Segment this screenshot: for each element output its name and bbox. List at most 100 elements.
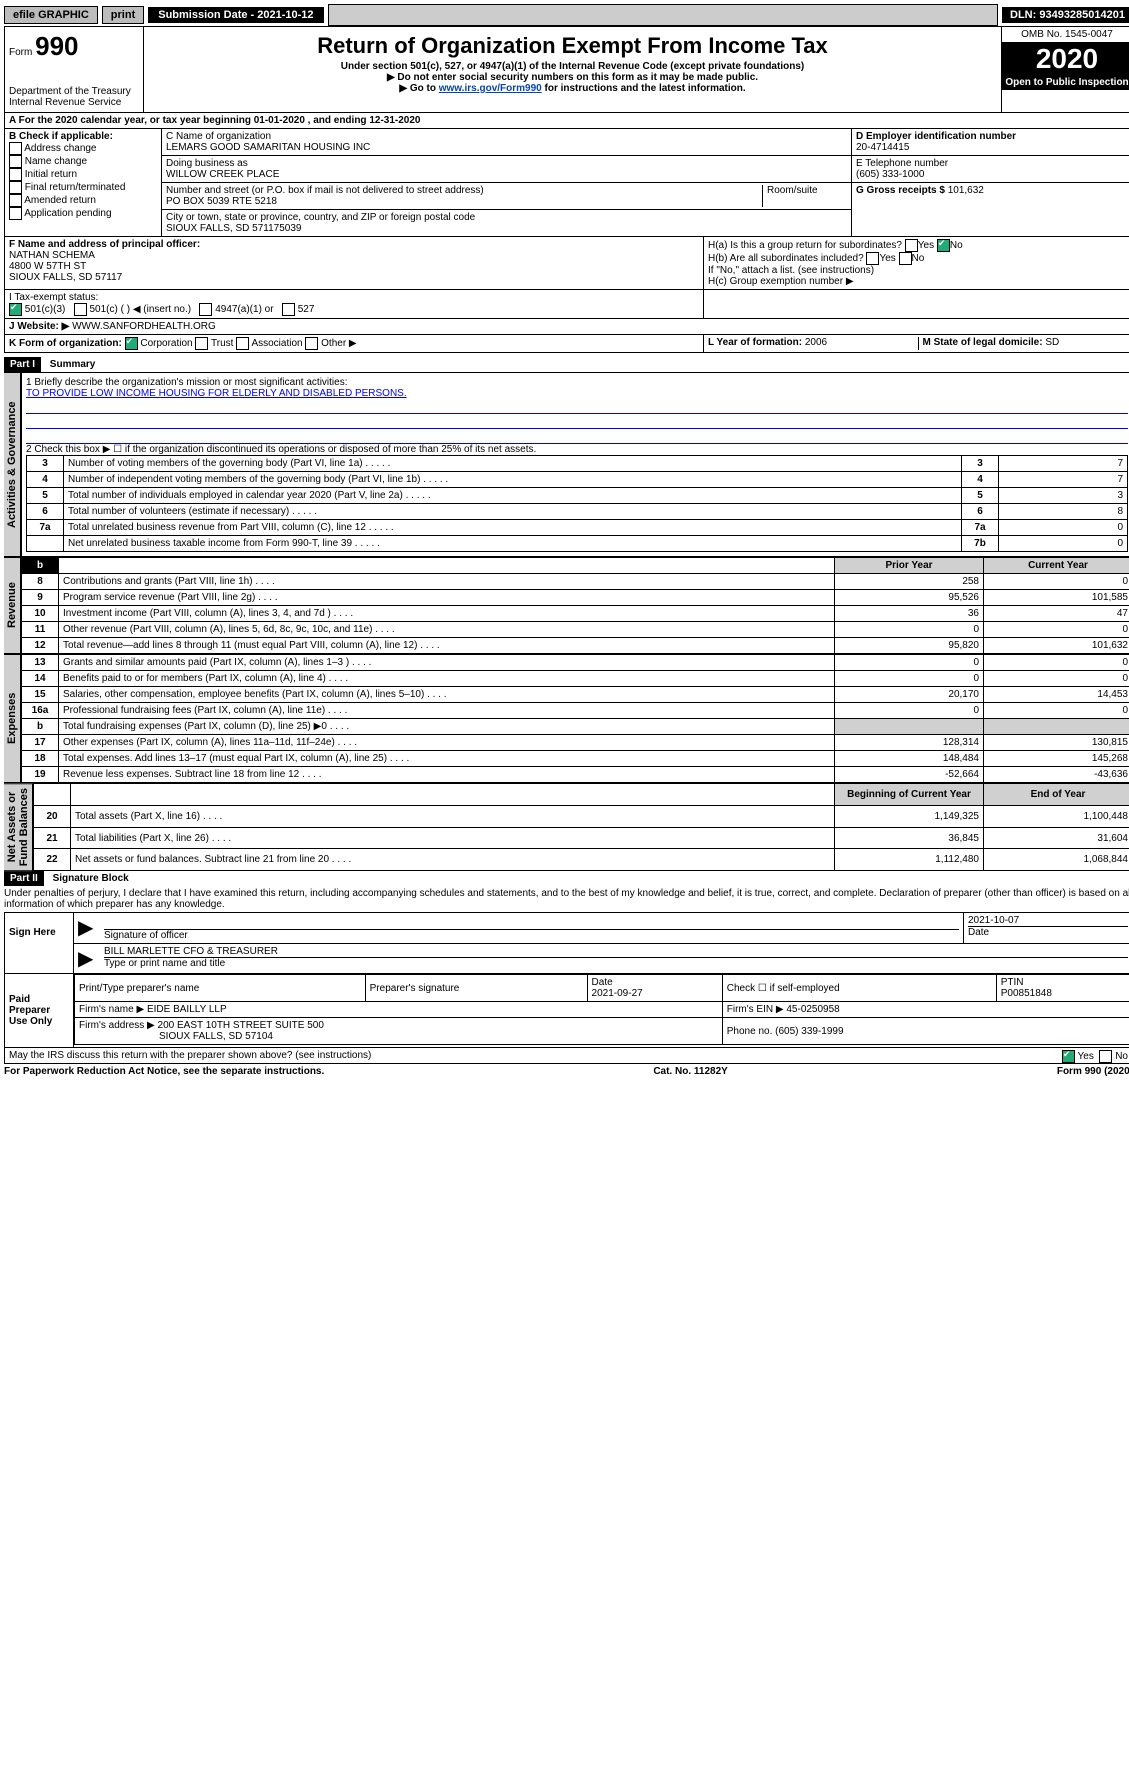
officer-group-block: F Name and address of principal officer:… (4, 237, 1129, 290)
hb-text: H(b) Are all subordinates included? (708, 253, 864, 264)
mission-blank-3 (26, 429, 1128, 444)
dln-label: DLN: 93493285014201 (1002, 7, 1129, 23)
print-button[interactable]: print (102, 6, 144, 24)
501c-text: 501(c) ( ) ◀ (insert no.) (89, 304, 191, 315)
form-title: Return of Organization Exempt From Incom… (148, 33, 997, 59)
net-table: Beginning of Current Year End of Year 20… (33, 783, 1129, 871)
instructions-link[interactable]: www.irs.gov/Form990 (439, 83, 542, 94)
firm-ein-label: Firm's EIN ▶ (727, 1004, 784, 1015)
firm-addr: 200 EAST 10TH STREET SUITE 500 (158, 1020, 324, 1031)
officer-addr1: 4800 W 57TH ST (9, 261, 699, 272)
box-b-option[interactable]: Amended return (9, 194, 157, 207)
discuss-no-checkbox[interactable] (1099, 1050, 1112, 1063)
table-row: 10Investment income (Part VIII, column (… (22, 606, 1129, 622)
box-b-title: B Check if applicable: (9, 131, 157, 142)
phone-value: (605) 333-1000 (856, 169, 1128, 180)
table-row: 7aTotal unrelated business revenue from … (27, 520, 1128, 536)
self-employed: Check ☐ if self-employed (722, 975, 996, 1002)
prep-date: 2021-09-27 (592, 988, 718, 999)
net-block: Net Assets or Fund Balances Beginning of… (4, 783, 1129, 871)
h-c: H(c) Group exemption number ▶ (708, 276, 1128, 287)
box-c: C Name of organization LEMARS GOOD SAMAR… (162, 129, 852, 236)
corp-checkbox[interactable] (125, 337, 138, 350)
table-row: 11Other revenue (Part VIII, column (A), … (22, 622, 1129, 638)
arrow-icon-2: ▶ (74, 944, 100, 973)
website-label: J Website: ▶ (9, 321, 69, 332)
box-d: D Employer identification number 20-4714… (852, 129, 1129, 236)
part1-badge: Part I (4, 357, 41, 372)
open-public: Open to Public Inspection (1002, 75, 1129, 90)
box-b: B Check if applicable: Address change Na… (5, 129, 162, 236)
paid-preparer-label: Paid Preparer Use Only (5, 974, 74, 1047)
form-ref: Form 990 (2020) (1057, 1066, 1129, 1077)
hb-no-checkbox[interactable] (899, 252, 912, 265)
officer-name: NATHAN SCHEMA (9, 250, 699, 261)
firm-phone: (605) 339-1999 (775, 1026, 843, 1037)
other-checkbox[interactable] (305, 337, 318, 350)
ha-no: No (950, 240, 963, 251)
ha-yes-checkbox[interactable] (905, 239, 918, 252)
assoc-checkbox[interactable] (236, 337, 249, 350)
goto-text: ▶ Go to (399, 83, 438, 94)
table-row: Net unrelated business taxable income fr… (27, 536, 1128, 552)
table-row: 5Total number of individuals employed in… (27, 488, 1128, 504)
prior-year-hdr: Prior Year (835, 558, 984, 574)
table-row: 20Total assets (Part X, line 16) . . . .… (34, 805, 1129, 827)
ssn-warning: ▶ Do not enter social security numbers o… (148, 72, 997, 83)
mission-blank-1 (26, 399, 1128, 414)
sign-here-block: Sign Here ▶ Signature of officer 2021-10… (4, 912, 1129, 974)
expenses-block: Expenses 13Grants and similar amounts pa… (4, 654, 1129, 783)
ha-yes: Yes (918, 240, 934, 251)
ha-text: H(a) Is this a group return for subordin… (708, 240, 902, 251)
box-b-option[interactable]: Final return/terminated (9, 181, 157, 194)
ein-value: 20-4714415 (856, 142, 1128, 153)
mission-text: TO PROVIDE LOW INCOME HOUSING FOR ELDERL… (26, 388, 1128, 399)
type-name-label: Type or print name and title (104, 958, 1128, 969)
spacer-bar (328, 4, 998, 26)
firm-addr-label: Firm's address ▶ (79, 1020, 155, 1031)
firm-name: EIDE BAILLY LLP (147, 1004, 227, 1015)
501c3-checkbox[interactable] (9, 303, 22, 316)
trust-checkbox[interactable] (195, 337, 208, 350)
table-row: 6Total number of volunteers (estimate if… (27, 504, 1128, 520)
h-b-note: If "No," attach a list. (see instruction… (708, 265, 1128, 276)
form-header: Form 990 Department of the Treasury Inte… (4, 26, 1129, 113)
other-text: Other ▶ (321, 338, 356, 349)
firm-city: SIOUX FALLS, SD 57104 (79, 1031, 273, 1042)
table-row: 4Number of independent voting members of… (27, 472, 1128, 488)
501c-checkbox[interactable] (74, 303, 87, 316)
box-b-option[interactable]: Name change (9, 155, 157, 168)
4947-checkbox[interactable] (199, 303, 212, 316)
table-row: 3Number of voting members of the governi… (27, 456, 1128, 472)
side-expenses: Expenses (4, 654, 21, 783)
prep-sig-label: Preparer's signature (365, 975, 587, 1002)
527-checkbox[interactable] (282, 303, 295, 316)
gross-label: G Gross receipts $ (856, 185, 948, 196)
catalog-no: Cat. No. 11282Y (653, 1066, 727, 1077)
discuss-yes: Yes (1078, 1051, 1094, 1062)
hb-no: No (912, 253, 925, 264)
assoc-text: Association (251, 338, 302, 349)
527-text: 527 (298, 304, 315, 315)
q2-text: 2 Check this box ▶ ☐ if the organization… (26, 444, 1128, 455)
officer-signature-line[interactable] (104, 915, 959, 930)
box-b-option[interactable]: Address change (9, 142, 157, 155)
table-row: 8Contributions and grants (Part VIII, li… (22, 574, 1129, 590)
form-word: Form (9, 47, 32, 58)
page-footer: For Paperwork Reduction Act Notice, see … (4, 1064, 1129, 1079)
org-name-label: C Name of organization (166, 131, 847, 142)
ha-no-checkbox[interactable] (937, 239, 950, 252)
ein-label: D Employer identification number (856, 131, 1128, 142)
box-b-option[interactable]: Application pending (9, 207, 157, 220)
q1-text: 1 Briefly describe the organization's mi… (26, 377, 1128, 388)
table-row: 22Net assets or fund balances. Subtract … (34, 849, 1129, 871)
mission-blank-2 (26, 414, 1128, 429)
ptin-value: P00851848 (1001, 988, 1127, 999)
current-year-hdr: Current Year (984, 558, 1129, 574)
form-org-label: K Form of organization: (9, 338, 122, 349)
expenses-table: 13Grants and similar amounts paid (Part … (21, 654, 1129, 783)
discuss-yes-checkbox[interactable] (1062, 1050, 1075, 1063)
box-b-option[interactable]: Initial return (9, 168, 157, 181)
begin-year-hdr: Beginning of Current Year (835, 784, 984, 806)
hb-yes-checkbox[interactable] (866, 252, 879, 265)
